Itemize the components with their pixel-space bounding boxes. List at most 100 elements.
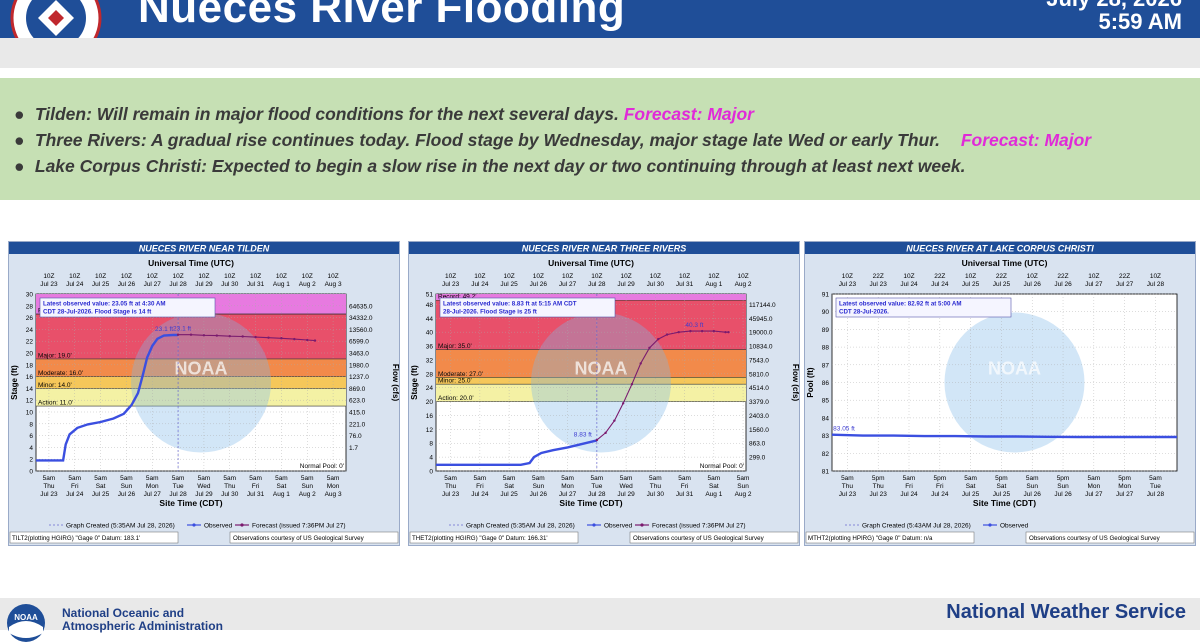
y2-tick-label: 19000.0 [749, 330, 773, 337]
bottom-tick-day: Sat [966, 483, 976, 490]
bullet-dot-icon: ● [14, 156, 25, 176]
bottom-tick-day: Fri [71, 483, 79, 490]
y-tick-label: 24 [26, 327, 34, 334]
legend-observed: Observed [1000, 523, 1029, 530]
bottom-tick-time: 5am [223, 475, 236, 482]
bullet-lake-corpus: ● Lake Corpus Christi: Expected to begin… [14, 156, 965, 177]
bottom-tick-time: 5am [120, 475, 133, 482]
bottom-tick-time: 5am [503, 475, 516, 482]
bottom-tick-date: Jul 29 [617, 491, 635, 498]
forecast-point [189, 333, 193, 336]
y-tick-label: 0 [29, 469, 33, 476]
gage-info-box [9, 531, 179, 544]
bottom-tick-date: Jul 23 [40, 491, 58, 498]
bottom-tick-day: Thu [650, 483, 662, 490]
top-tick-date: Jul 24 [471, 281, 489, 288]
latest-value-line-2: 28-Jul-2026. Flood Stage is 25 ft [443, 309, 537, 316]
top-tick-date: Jul 29 [195, 281, 213, 288]
y2-tick-label: 7543.0 [749, 357, 769, 364]
bottom-tick-date: Jul 25 [962, 491, 980, 498]
y2-tick-label: 869.0 [349, 386, 366, 393]
noaa-watermark-icon [944, 312, 1085, 453]
flood-zone-label: Minor: 14.0' [38, 382, 72, 389]
observed-line [831, 433, 1177, 439]
forecast-point [621, 402, 625, 405]
y2-tick-label: 64635.0 [349, 303, 373, 310]
bottom-tick-date: Jul 28 [588, 491, 606, 498]
forecast-point [595, 438, 599, 442]
top-tick-date: Aug 2 [299, 281, 316, 288]
top-tick-label: 22Z [934, 273, 945, 280]
footer-bar [0, 598, 1200, 630]
top-tick-label: 10Z [679, 273, 690, 280]
bottom-tick-date: Jul 24 [900, 491, 918, 498]
bottom-tick-date: Jul 30 [221, 491, 239, 498]
header-divider [0, 38, 1200, 68]
top-tick-label: 10Z [533, 273, 544, 280]
bottom-tick-time: 5pm [872, 475, 885, 482]
y2-tick-label: 221.0 [349, 421, 366, 428]
bottom-tick-time: 5am [249, 475, 262, 482]
bottom-tick-time: 5am [1149, 475, 1162, 482]
top-tick-label: 10Z [69, 273, 80, 280]
forecast-point [700, 329, 704, 333]
top-axis-title: Universal Time (UTC) [148, 258, 234, 268]
summary-box: ● Tilden: Will remain in major flood con… [0, 78, 1200, 200]
bottom-tick-day: Thu [224, 483, 236, 490]
bottom-tick-time: 5am [620, 475, 633, 482]
y-tick-label: 90 [822, 309, 830, 316]
bottom-tick-day: Thu [445, 483, 457, 490]
y-tick-label: 89 [822, 327, 830, 334]
flood-zone-label: Major: 35.0' [438, 343, 472, 350]
bottom-tick-time: 5pm [1057, 475, 1070, 482]
y-tick-label: 81 [822, 469, 830, 476]
y-tick-label: 48 [426, 302, 434, 309]
forecast-point [657, 337, 660, 341]
watermark-text: NOAA [988, 359, 1041, 379]
top-tick-date: Jul 23 [40, 281, 58, 288]
top-tick-label: 10Z [302, 273, 313, 280]
flood-zone [436, 294, 746, 301]
top-tick-label: 10Z [224, 273, 235, 280]
legend-forecast: Forecast (issued 7:36PM Jul 27) [252, 523, 346, 530]
observed-value-label: 83.05 ft [833, 426, 855, 433]
agency-line-1: National Oceanic and [62, 606, 185, 620]
gage-info: TILT2(plotting HGIRG) "Gage 0" Datum: 18… [12, 535, 140, 542]
y2-axis-label: Flow (cfs) [391, 364, 399, 402]
bottom-tick-time: 5am [532, 475, 545, 482]
noaa-logo-icon: NOAA [7, 604, 45, 642]
flood-zone-label: Major: 19.0' [38, 352, 72, 359]
y-tick-label: 0 [429, 469, 433, 476]
observation-credit: Observations courtesy of US Geological S… [633, 535, 765, 542]
bottom-tick-date: Jul 24 [471, 491, 489, 498]
hydrograph-tilden: NUECES RIVER NEAR TILDEN Universal Time (… [8, 241, 400, 546]
top-tick-label: 10Z [445, 273, 456, 280]
top-tick-date: Jul 27 [144, 281, 162, 288]
bottom-tick-date: Jul 27 [1116, 491, 1134, 498]
bottom-tick-day: Thu [873, 483, 885, 490]
header-date: July 28, 2026 [1046, 0, 1182, 12]
bottom-tick-day: Tue [591, 483, 602, 490]
y-tick-label: 28 [426, 371, 434, 378]
y-tick-label: 86 [822, 380, 830, 387]
y-axis-label: Pool (ft) [806, 367, 815, 398]
bottom-tick-day: Sat [504, 483, 514, 490]
legend-observed-marker [592, 523, 596, 527]
legend-observed: Observed [204, 523, 233, 530]
top-tick-date: Jul 26 [1054, 281, 1072, 288]
credit-box [629, 531, 799, 544]
top-tick-date: Jul 25 [92, 281, 110, 288]
y-tick-label: 2 [29, 457, 33, 464]
watermark-text: NOAA [175, 359, 228, 379]
top-axis-title: Universal Time (UTC) [962, 258, 1048, 268]
chart-title: NUECES RIVER NEAR TILDEN [139, 244, 270, 254]
flood-zone [36, 314, 346, 359]
bottom-tick-day: Fri [681, 483, 689, 490]
bottom-tick-day: Sat [96, 483, 106, 490]
chart-svg: NUECES RIVER AT LAKE CORPUS CHRISTI Unive… [805, 242, 1195, 544]
y2-tick-label: 863.0 [749, 441, 766, 448]
y-tick-label: 85 [822, 398, 830, 405]
bottom-tick-time: 5am [841, 475, 854, 482]
y-tick-label: 26 [26, 315, 34, 322]
top-tick-date: Jul 30 [647, 281, 665, 288]
